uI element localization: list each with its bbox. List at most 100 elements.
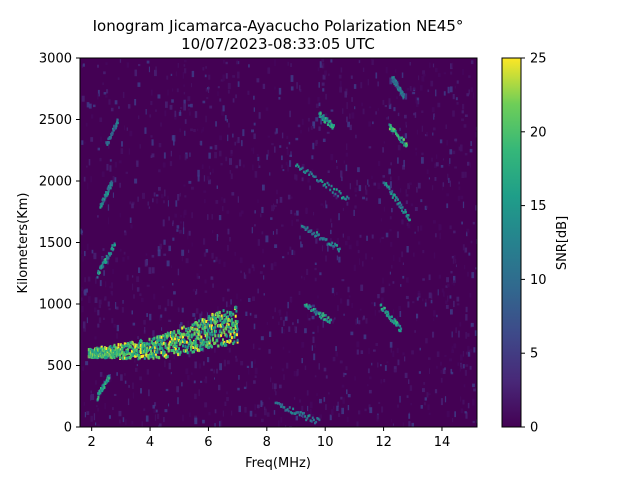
- echo-point: [174, 347, 177, 351]
- noise-speck: [312, 121, 315, 127]
- noise-speck: [458, 330, 460, 338]
- noise-speck: [137, 196, 139, 202]
- noise-speck: [451, 62, 454, 68]
- noise-speck: [452, 418, 454, 423]
- noise-speck: [440, 165, 444, 168]
- noise-speck: [98, 299, 102, 305]
- echo-point: [151, 355, 154, 359]
- noise-speck: [332, 356, 336, 362]
- noise-speck: [206, 97, 209, 100]
- noise-speck: [365, 318, 368, 324]
- echo-point: [165, 353, 168, 357]
- echo-point: [175, 345, 178, 348]
- echo-point: [110, 180, 113, 183]
- noise-speck: [212, 283, 214, 288]
- echo-point: [101, 202, 104, 205]
- noise-speck: [416, 297, 419, 301]
- echo-point: [388, 187, 391, 191]
- noise-speck: [362, 317, 364, 321]
- noise-speck: [322, 74, 326, 80]
- echo-point: [209, 331, 212, 335]
- noise-speck: [340, 298, 343, 304]
- echo-point: [210, 321, 213, 325]
- noise-speck: [209, 105, 213, 109]
- noise-speck: [86, 243, 89, 250]
- noise-speck: [290, 63, 292, 67]
- echo-point: [197, 326, 200, 330]
- noise-speck: [167, 195, 169, 200]
- noise-speck: [151, 89, 153, 96]
- noise-speck: [104, 403, 106, 410]
- echo-point: [111, 348, 114, 352]
- echo-point: [386, 314, 389, 318]
- echo-point: [228, 340, 231, 344]
- noise-speck: [278, 321, 280, 326]
- echo-point: [196, 324, 199, 327]
- echo-point: [236, 327, 239, 331]
- echo-point: [216, 314, 219, 318]
- echo-point: [233, 331, 236, 335]
- noise-speck: [94, 336, 97, 340]
- noise-speck: [126, 127, 128, 131]
- noise-speck: [340, 170, 343, 178]
- echo-point: [398, 138, 401, 142]
- noise-speck: [428, 177, 430, 180]
- noise-speck: [163, 152, 166, 159]
- echo-point: [108, 377, 111, 380]
- echo-point: [304, 415, 307, 418]
- noise-speck: [164, 409, 168, 413]
- noise-speck: [447, 86, 450, 94]
- echo-point: [96, 356, 99, 359]
- noise-speck: [345, 152, 348, 157]
- echo-point: [333, 124, 335, 127]
- noise-speck: [277, 420, 280, 427]
- noise-speck: [338, 256, 341, 263]
- noise-speck: [311, 169, 314, 173]
- noise-speck: [279, 309, 282, 316]
- noise-speck: [211, 214, 213, 220]
- noise-speck: [389, 229, 392, 232]
- noise-speck: [459, 396, 462, 402]
- noise-speck: [288, 350, 291, 353]
- echo-point: [174, 333, 177, 337]
- noise-speck: [254, 404, 256, 411]
- noise-speck: [145, 415, 149, 422]
- noise-speck: [335, 351, 339, 357]
- echo-point: [319, 311, 322, 315]
- noise-speck: [465, 412, 468, 419]
- noise-speck: [417, 182, 419, 189]
- noise-speck: [131, 310, 133, 315]
- noise-speck: [418, 182, 421, 189]
- noise-speck: [344, 373, 347, 376]
- noise-speck: [336, 405, 339, 411]
- echo-point: [199, 345, 202, 349]
- echo-point: [107, 256, 110, 260]
- noise-speck: [382, 99, 385, 105]
- y-tick-label: 3000: [39, 52, 72, 67]
- noise-speck: [93, 252, 97, 260]
- noise-speck: [433, 252, 436, 259]
- noise-speck: [109, 375, 112, 382]
- noise-speck: [349, 113, 351, 119]
- echo-point: [318, 418, 321, 422]
- noise-speck: [124, 125, 126, 131]
- noise-speck: [470, 240, 473, 244]
- echo-point: [166, 346, 168, 350]
- echo-point: [401, 209, 403, 212]
- noise-speck: [97, 89, 100, 97]
- noise-speck: [82, 63, 85, 67]
- echo-trace: [300, 224, 341, 253]
- echo-point: [227, 325, 230, 329]
- echo-point: [148, 343, 151, 346]
- noise-speck: [208, 319, 211, 326]
- noise-speck: [179, 324, 182, 329]
- noise-speck: [359, 308, 362, 311]
- echo-point: [383, 181, 386, 185]
- echo-trace: [105, 118, 119, 146]
- noise-speck: [97, 147, 100, 151]
- echo-point: [403, 211, 406, 214]
- noise-speck: [299, 235, 301, 240]
- echo-point: [322, 318, 325, 321]
- noise-speck: [222, 206, 224, 212]
- echo-point: [396, 202, 399, 206]
